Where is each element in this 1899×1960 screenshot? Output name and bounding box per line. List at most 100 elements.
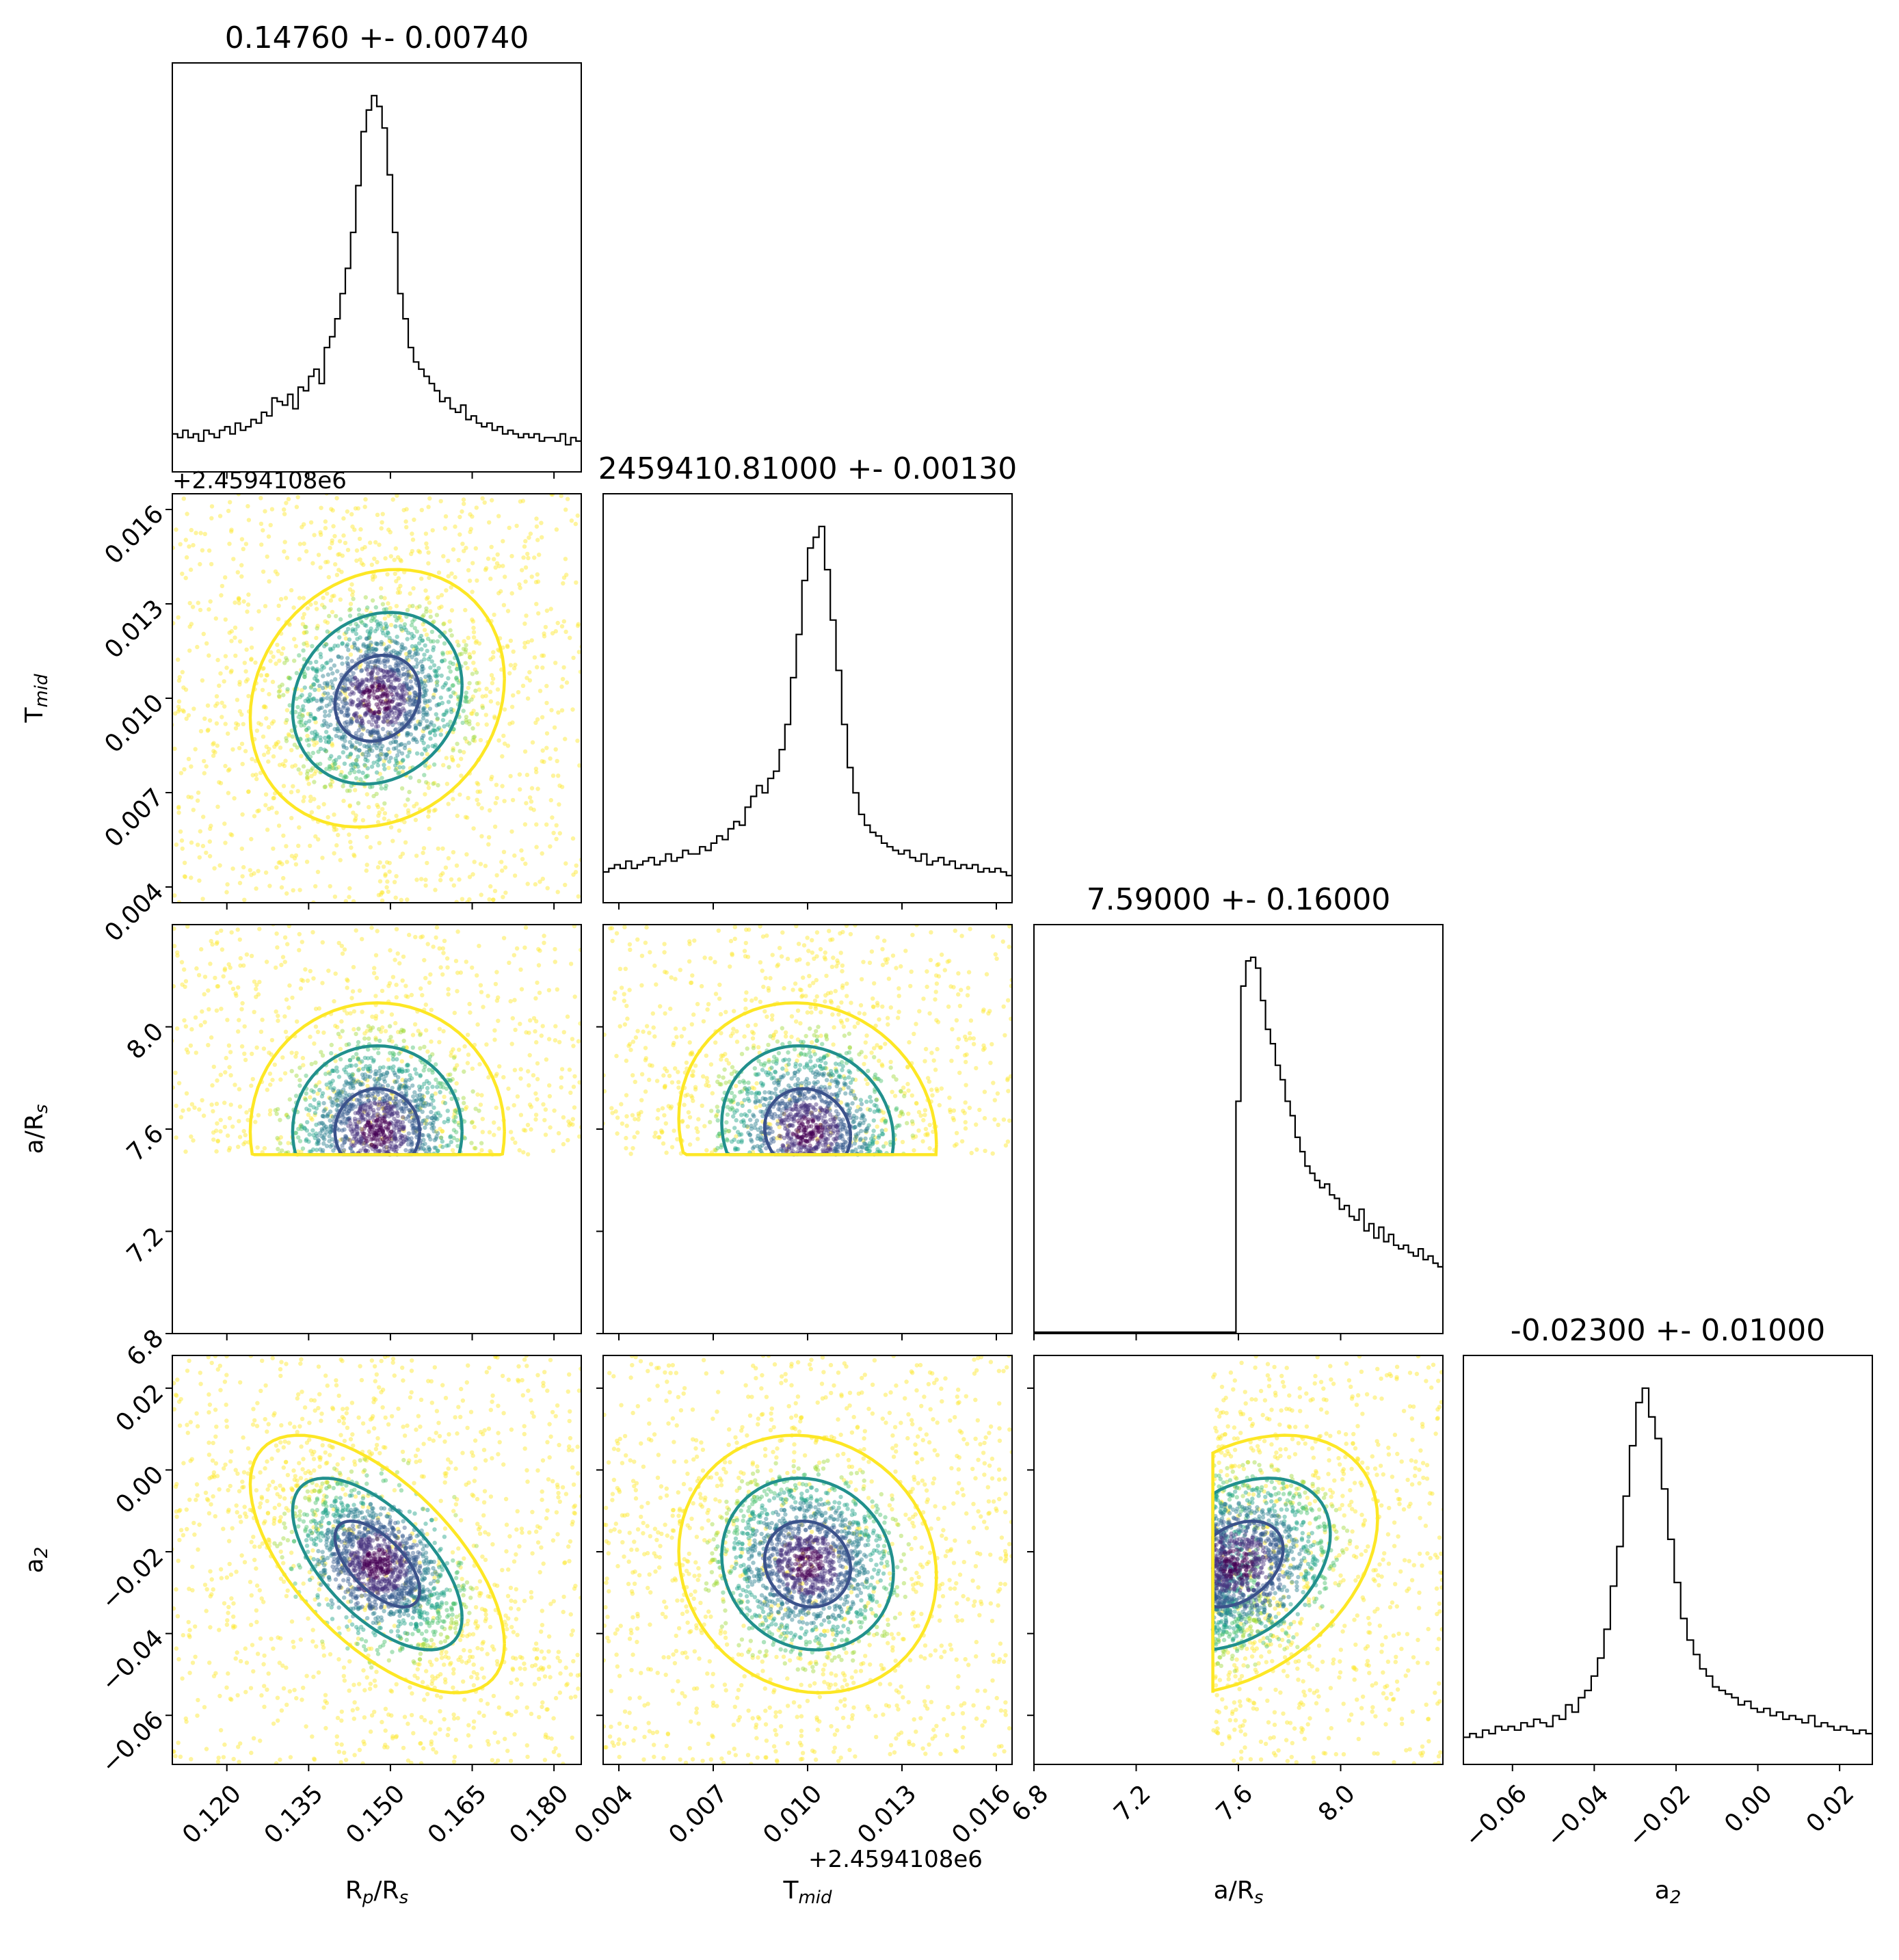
scatter-point [441, 1029, 446, 1034]
scatter-point [313, 716, 317, 721]
scatter-point [462, 548, 466, 553]
scatter-point [343, 713, 347, 718]
scatter-point [268, 659, 273, 663]
scatter-point [241, 599, 246, 604]
scatter-point [314, 741, 319, 745]
scatter-point [435, 679, 440, 684]
scatter-point [494, 795, 499, 801]
scatter-point [300, 713, 305, 717]
histogram-bin-tmid [711, 843, 717, 903]
scatter-point [356, 1137, 361, 1142]
scatter-point [328, 1124, 333, 1129]
scatter-point [875, 935, 880, 940]
scatter-point [156, 778, 160, 782]
scatter-point [222, 1100, 227, 1105]
scatter-point [457, 749, 462, 754]
scatter-point [398, 695, 403, 700]
scatter-point [810, 950, 815, 955]
scatter-point [223, 617, 228, 622]
scatter-point [471, 625, 476, 631]
scatter-point [388, 1096, 393, 1102]
scatter-point [416, 641, 422, 646]
scatter-point [202, 992, 207, 997]
scatter-point [229, 639, 234, 644]
scatter-point [544, 822, 549, 827]
scatter-point [371, 1124, 375, 1130]
scatter-point [336, 755, 342, 760]
scatter-point [399, 697, 404, 702]
scatter-point [319, 698, 324, 703]
scatter-point [184, 716, 189, 721]
scatter-point [245, 1117, 250, 1122]
histogram-bin-a2 [1674, 1582, 1680, 1764]
scatter-point [345, 626, 351, 631]
scatter-point [801, 884, 805, 888]
scatter-point [492, 557, 496, 561]
scatter-point [520, 568, 524, 572]
scatter-point [328, 666, 334, 672]
scatter-point [401, 1125, 406, 1130]
scatter-point [895, 1016, 901, 1020]
scatter-point [265, 673, 269, 678]
scatter-point [365, 1083, 370, 1089]
histogram-bin-ars [1290, 1115, 1295, 1334]
scatter-point [426, 561, 431, 566]
scatter-point [524, 1030, 529, 1035]
scatter-point [962, 1052, 968, 1058]
scatter-point [613, 990, 617, 995]
scatter-point [453, 691, 457, 696]
scatter-point [246, 789, 251, 794]
scatter-point [233, 991, 238, 996]
scatter-point [387, 981, 393, 985]
scatter-point [278, 745, 283, 750]
scatter-point [551, 830, 556, 836]
scatter-point [382, 682, 387, 687]
scatter-point [284, 860, 289, 864]
histogram-title-rp: 0.14760 +- 0.00740 [225, 21, 529, 55]
scatter-point [983, 1148, 987, 1154]
scatter-point [503, 890, 508, 895]
scatter-point [436, 783, 440, 788]
scatter-point [342, 1067, 347, 1072]
scatter-point [397, 1143, 402, 1149]
scatter-point [529, 574, 534, 579]
scatter-point [372, 556, 377, 561]
scatter-point [263, 678, 267, 683]
scatter-point [662, 969, 667, 975]
scatter-point [215, 1139, 220, 1144]
scatter-point [289, 747, 294, 753]
scatter-point [809, 1111, 814, 1115]
histogram-bin-a2 [1783, 1719, 1789, 1764]
scatter-point [202, 975, 208, 979]
scatter-point [402, 1102, 407, 1107]
scatter-point [515, 1094, 520, 1099]
scatter-point [402, 745, 408, 751]
histogram-bin-ars [1310, 1174, 1315, 1334]
scatter-point [176, 810, 181, 815]
scatter-point [202, 771, 207, 776]
scatter-point [501, 895, 505, 899]
scatter-point [373, 676, 378, 681]
scatter-point [419, 1099, 424, 1104]
scatter-point [520, 857, 525, 862]
scatter-point [386, 1102, 391, 1108]
histogram-bin-rp [503, 434, 508, 473]
scatter-point [211, 749, 216, 754]
scatter-point [471, 826, 476, 831]
scatter-point [343, 701, 348, 706]
scatter-point [457, 792, 462, 797]
scatter-point [534, 524, 540, 529]
scatter-point [559, 494, 563, 499]
scatter-point [417, 604, 422, 609]
scatter-point [1005, 1139, 1011, 1144]
scatter-point [265, 827, 270, 832]
scatter-point [252, 871, 256, 876]
scatter-point [397, 1130, 401, 1135]
scatter-point [358, 654, 363, 659]
scatter-point [350, 628, 356, 634]
scatter-point [532, 555, 537, 560]
scatter-point [315, 1141, 319, 1146]
scatter-point [401, 684, 406, 689]
scatter-point [354, 1122, 360, 1127]
scatter-point [509, 591, 514, 596]
